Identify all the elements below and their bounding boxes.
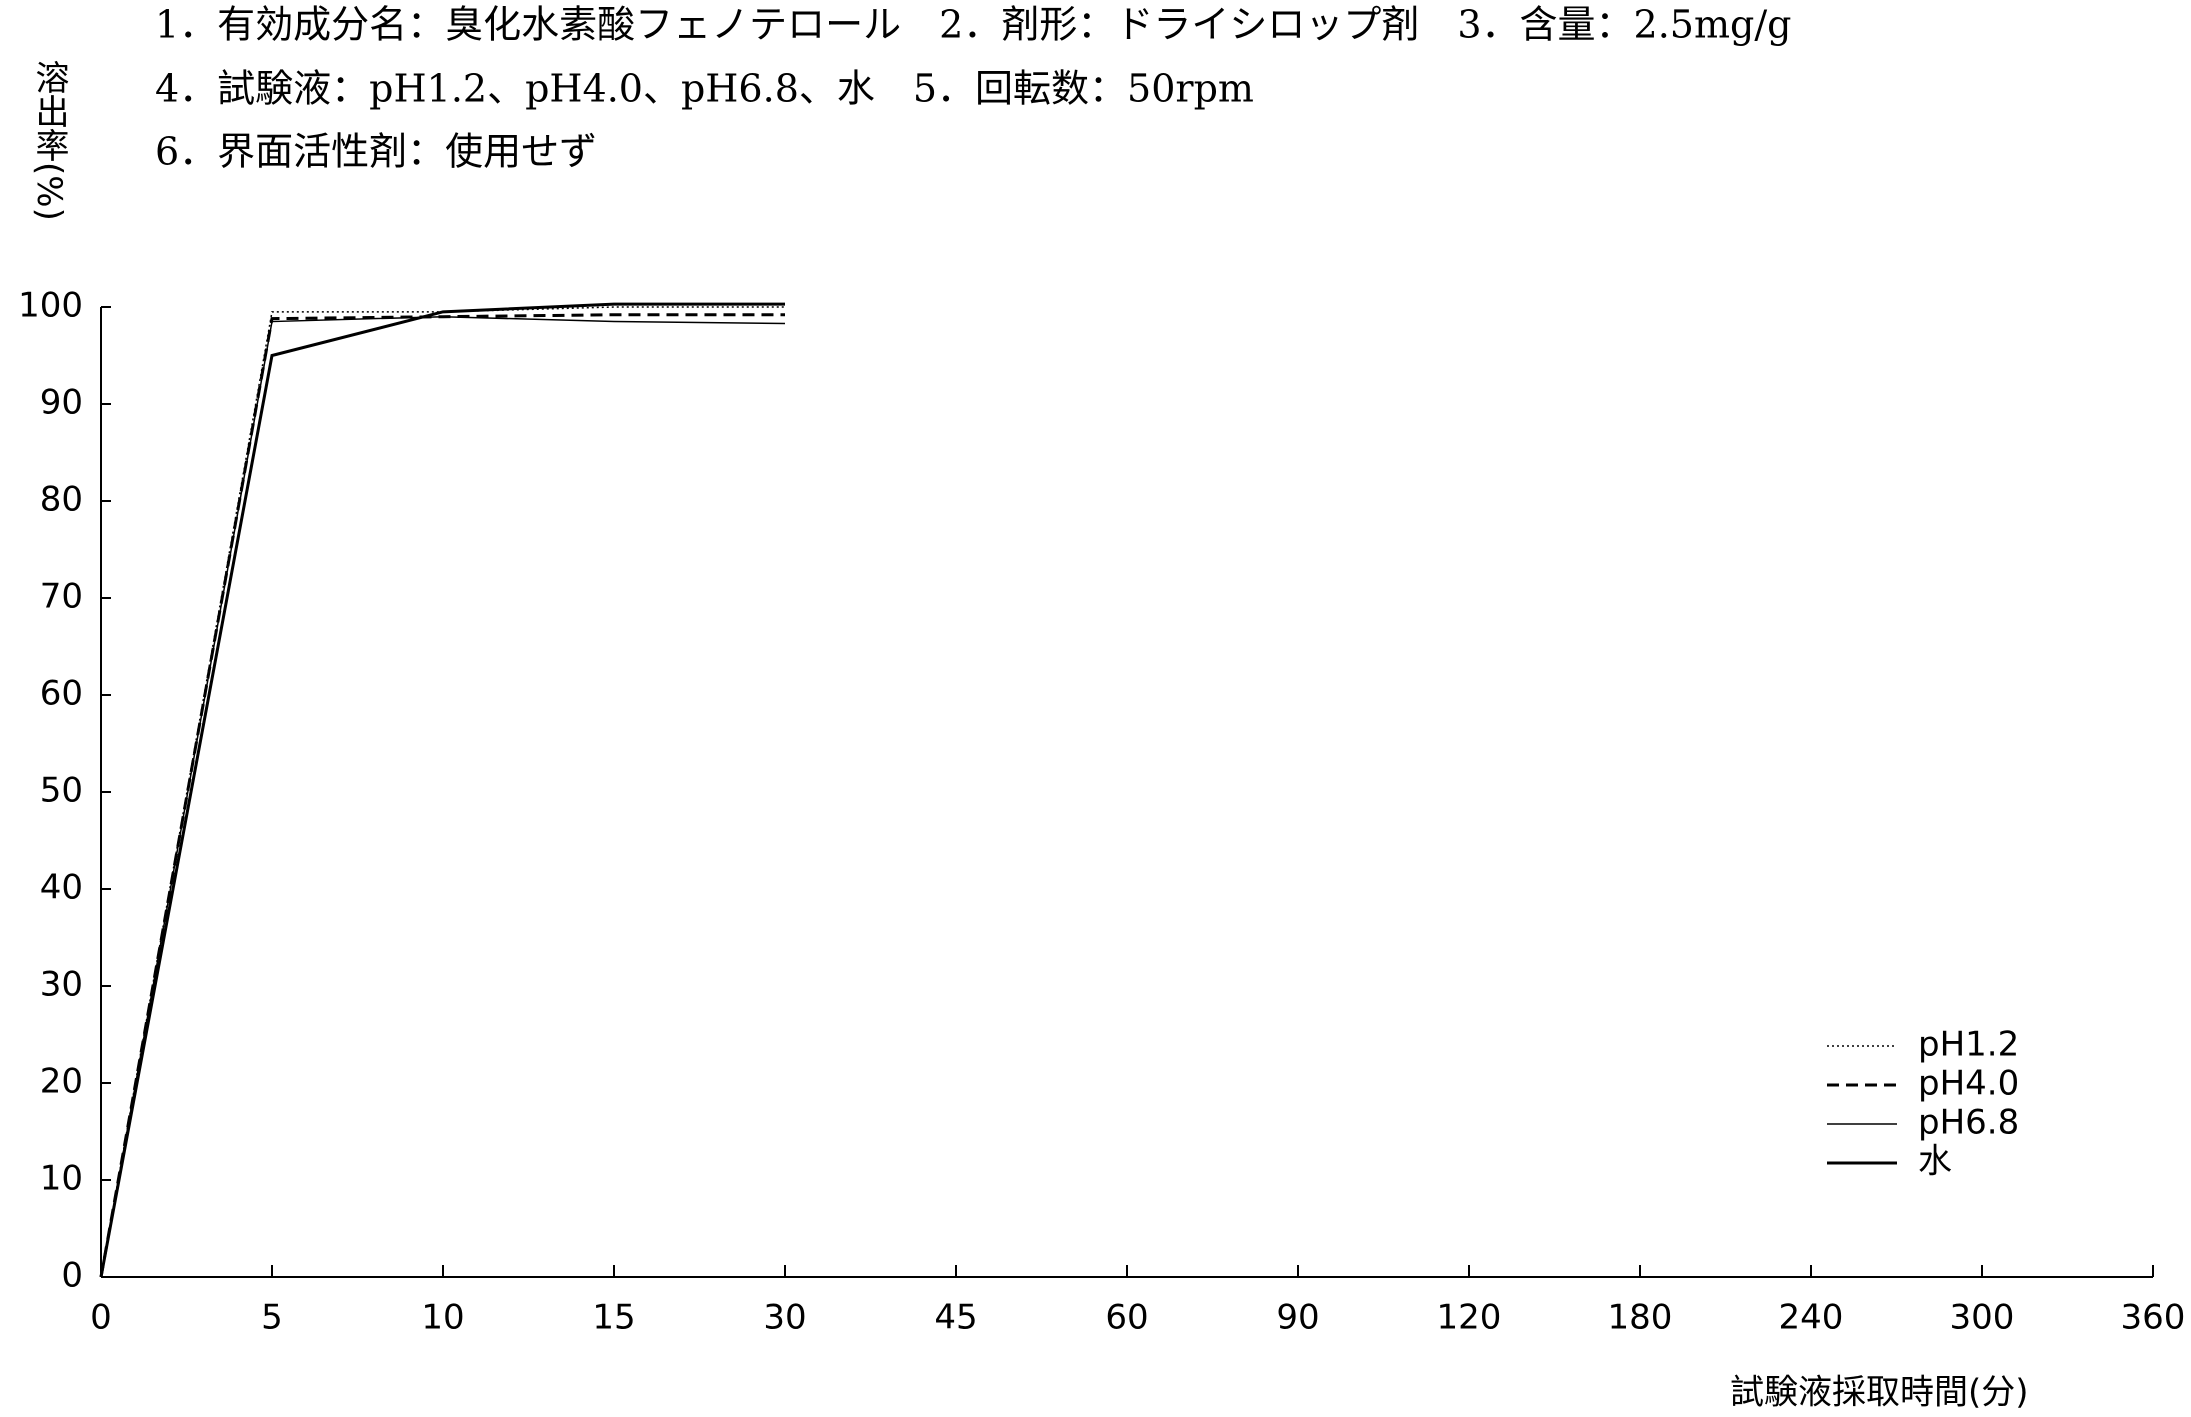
x-tick-label: 30 — [763, 1298, 806, 1338]
series-line — [99, 313, 785, 1278]
legend-label: pH6.8 — [1918, 1103, 2019, 1143]
x-tick-label: 180 — [1608, 1298, 1673, 1338]
x-tick-label: 240 — [1779, 1298, 1844, 1338]
y-tick-label: 50 — [40, 771, 83, 811]
legend-label: pH4.0 — [1918, 1064, 2019, 1104]
y-axis-label: 溶出率(%) — [29, 60, 69, 221]
y-tick-label: 70 — [40, 577, 83, 617]
x-tick-label: 5 — [261, 1298, 283, 1338]
x-tick-label: 10 — [421, 1298, 464, 1338]
x-tick-label: 0 — [90, 1298, 112, 1338]
header-line: 6．界面活性剤：使用せず — [155, 130, 597, 174]
y-tick-label: 10 — [40, 1159, 83, 1199]
x-tick-label: 45 — [934, 1298, 977, 1338]
x-tick-label: 300 — [1950, 1298, 2015, 1338]
x-tick-label: 360 — [2121, 1298, 2186, 1338]
series-line — [100, 306, 785, 1278]
y-tick-label: 100 — [18, 286, 83, 326]
series-line — [100, 315, 786, 1278]
legend-label: pH1.2 — [1918, 1025, 2019, 1065]
y-tick-label: 0 — [61, 1256, 83, 1296]
y-tick-label: 30 — [40, 965, 83, 1005]
x-tick-label: 90 — [1276, 1298, 1319, 1338]
y-tick-label: 60 — [40, 674, 83, 714]
y-tick-label: 40 — [40, 868, 83, 908]
x-axis-label: 試験液採取時間(分) — [1730, 1373, 2029, 1413]
y-tick-label: 90 — [40, 383, 83, 423]
series-line — [99, 302, 785, 1278]
x-tick-label: 120 — [1437, 1298, 1502, 1338]
x-tick-label: 60 — [1105, 1298, 1148, 1338]
y-tick-label: 20 — [40, 1062, 83, 1102]
x-tick-label: 15 — [592, 1298, 635, 1338]
header-line: 4．試験液：pH1.2、pH4.0、pH6.8、水 5．回転数：50rpm — [155, 67, 1254, 111]
legend-label: 水 — [1918, 1142, 1952, 1182]
header-line: 1．有効成分名：臭化水素酸フェノテロール 2．剤形：ドライシロップ剤 3．含量：… — [155, 3, 1791, 47]
y-tick-label: 80 — [40, 480, 83, 520]
